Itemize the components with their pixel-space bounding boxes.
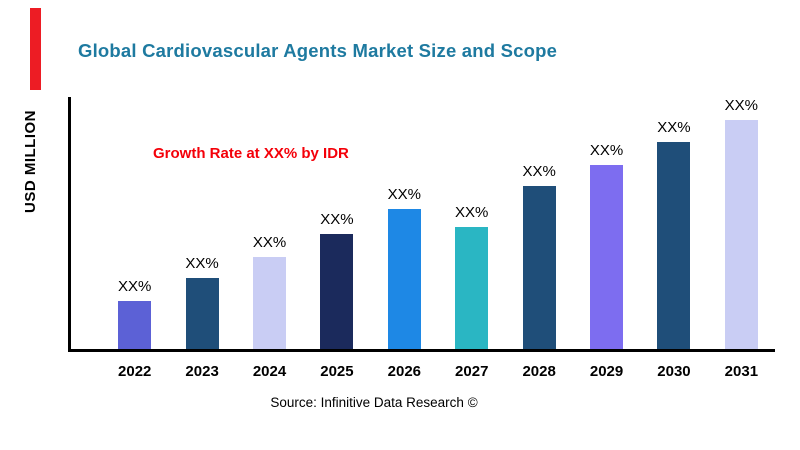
bar-2028 bbox=[522, 186, 556, 349]
bar-column: XX% 2030 bbox=[640, 97, 707, 380]
bar-value-label: XX% bbox=[589, 142, 624, 159]
bar-2031 bbox=[724, 120, 758, 349]
bar-column: XX% 2031 bbox=[708, 97, 775, 380]
x-tick-label: 2030 bbox=[657, 363, 691, 380]
bar-column: XX% 2026 bbox=[371, 97, 438, 380]
bar-2022 bbox=[118, 301, 152, 349]
bar-column: XX% 2025 bbox=[303, 97, 370, 380]
bar-value-label: XX% bbox=[252, 234, 287, 251]
bar-2024 bbox=[253, 257, 287, 349]
x-tick-label: 2022 bbox=[118, 363, 152, 380]
x-tick-label: 2029 bbox=[589, 363, 624, 380]
bar-2027 bbox=[455, 227, 489, 349]
bar-value-label: XX% bbox=[320, 211, 354, 228]
y-axis-label: USD MILLION bbox=[22, 110, 39, 214]
bar-value-label: XX% bbox=[657, 119, 691, 136]
x-tick-label: 2026 bbox=[387, 363, 422, 380]
bar-column: XX% 2029 bbox=[573, 97, 640, 380]
bar-column: XX% 2027 bbox=[438, 97, 505, 380]
x-tick-label: 2024 bbox=[252, 363, 287, 380]
bar-2030 bbox=[657, 142, 691, 349]
bar-2026 bbox=[387, 209, 421, 349]
bar-2025 bbox=[320, 234, 354, 349]
bar-value-label: XX% bbox=[185, 255, 219, 272]
x-tick-label: 2025 bbox=[320, 363, 354, 380]
source-text: Source: Infinitive Data Research © bbox=[270, 395, 478, 410]
bar-value-label: XX% bbox=[387, 186, 421, 203]
bar-2029 bbox=[590, 165, 624, 349]
bars-container: XX% 2022 XX% 2023 XX% 2024 XX% 2025 XX% 2026 XX% 20… bbox=[71, 97, 775, 380]
bar-value-label: XX% bbox=[522, 163, 556, 180]
red-accent-bar bbox=[30, 8, 41, 90]
x-tick-label: 2028 bbox=[522, 363, 556, 380]
bar-column: XX% 2022 bbox=[101, 97, 168, 380]
bar-value-label: XX% bbox=[455, 204, 489, 221]
x-tick-label: 2027 bbox=[455, 363, 489, 380]
x-tick-label: 2023 bbox=[185, 363, 219, 380]
bar-2023 bbox=[185, 278, 219, 349]
bar-column: XX% 2024 bbox=[236, 97, 303, 380]
chart-title: Global Cardiovascular Agents Market Size… bbox=[78, 40, 558, 61]
bar-value-label: XX% bbox=[724, 97, 759, 114]
x-tick-label: 2031 bbox=[724, 363, 759, 380]
bar-value-label: XX% bbox=[118, 278, 152, 295]
plot-area: Growth Rate at XX% by IDR XX% 2022 XX% 2023… bbox=[68, 97, 775, 380]
bar-column: XX% 2028 bbox=[505, 97, 572, 380]
bar-column: XX% 2023 bbox=[168, 97, 235, 380]
growth-rate-annotation: Growth Rate at XX% by IDR bbox=[153, 145, 349, 162]
